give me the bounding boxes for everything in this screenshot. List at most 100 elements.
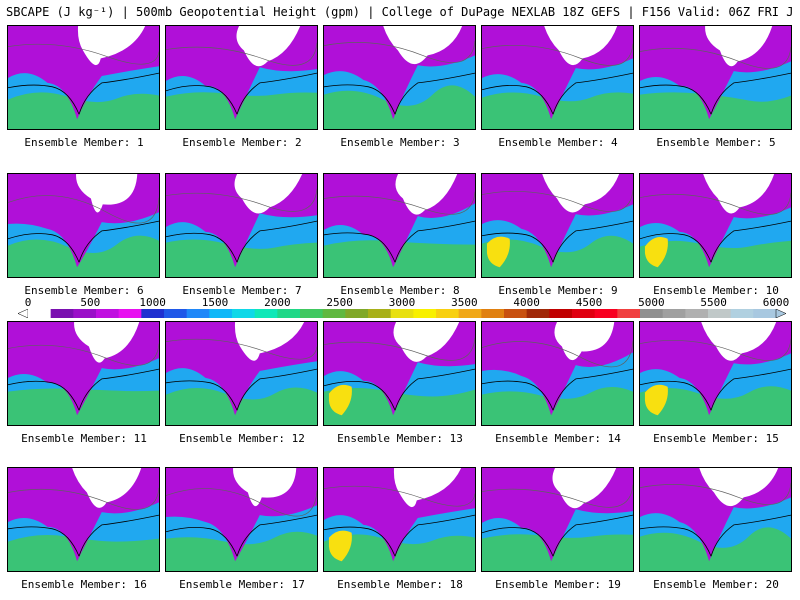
height-contour [640,46,791,69]
colorbar-segment [96,309,120,318]
map-title: SBCAPE (J kg⁻¹) | 500mb Geopotential Hei… [6,5,794,19]
height-contour [8,487,159,510]
no-cape-region [234,322,305,361]
height-contour [482,484,633,508]
ensemble-member-label: Ensemble Member: 15 [653,432,779,445]
cape-map-10 [640,174,791,277]
cape-map-8 [324,174,475,277]
coastline [640,368,791,411]
height-contour [482,43,633,66]
ensemble-panel-18 [323,467,476,572]
ensemble-member-label: Ensemble Member: 13 [337,432,463,445]
colorbar-segment [164,309,188,318]
high-cape-region [8,535,159,571]
height-contour [640,338,791,361]
high-cape-region [640,240,791,277]
coastline [482,72,633,115]
cape-map-6 [8,174,159,277]
no-cape-region [554,322,615,361]
ensemble-member-label: Ensemble Member: 12 [179,432,305,445]
ensemble-member-label: Ensemble Member: 9 [498,284,618,297]
colorbar-segment [73,309,97,318]
cape-map-1 [8,26,159,129]
no-cape-region [234,174,303,214]
colorbar-segment [685,309,709,318]
height-contour [166,188,317,212]
coastline [166,72,317,115]
no-cape-region [393,322,460,362]
cape-map-4 [482,26,633,129]
colorbar-min-arrow [18,309,29,318]
coastline [482,514,633,557]
ensemble-panel-2 [165,25,318,130]
high-cape-region [640,527,791,571]
ensemble-panel-12 [165,321,318,426]
coastline [8,514,159,557]
no-cape-region [705,26,773,67]
colorbar-segment [50,309,74,318]
no-cape-region [544,26,618,66]
cape-map-15 [640,322,791,425]
height-contour [324,485,475,507]
ensemble-panel-14 [481,321,634,426]
ensemble-panel-13 [323,321,476,426]
colorbar-segment [186,309,210,318]
cape-map-13 [324,322,475,425]
coastline [482,220,633,263]
high-cape-region [640,386,791,425]
colorbar-tick-label: 500 [80,296,101,309]
high-cape-region [166,92,317,129]
no-cape-region [74,322,140,363]
high-cape-region [324,240,475,277]
ensemble-member-label: Ensemble Member: 14 [495,432,621,445]
coastline [324,368,475,411]
height-contour [166,338,317,360]
height-contour [166,42,317,66]
colorbar-segment [730,309,754,318]
cape-map-19 [482,468,633,571]
colorbar-tick-label: 5000 [638,296,665,309]
colorbar-segment [390,309,414,318]
ensemble-panel-20 [639,467,792,572]
height-contour [8,195,159,224]
colorbar-segment [640,309,664,318]
no-cape-region [77,26,146,66]
coastline [324,514,475,557]
high-cape-region [166,239,317,277]
very-high-cape-region [328,384,352,416]
ensemble-member-label: Ensemble Member: 8 [340,284,460,297]
no-cape-region [76,174,138,213]
coastline [166,368,317,411]
colorbar-segment [617,309,641,318]
ensemble-member-label: Ensemble Member: 3 [340,136,460,149]
ensemble-panel-9 [481,173,634,278]
height-contour [8,343,159,366]
cape-map-14 [482,322,633,425]
colorbar-segment [300,309,324,318]
high-cape-region [324,85,475,129]
height-contour [640,192,791,215]
cape-map-16 [8,468,159,571]
very-high-cape-region [644,384,668,416]
cape-map-11 [8,322,159,425]
colorbar-segment [368,309,392,318]
ensemble-panel-5 [639,25,792,130]
height-contour [324,40,475,63]
height-contour [8,43,159,65]
colorbar-segment [549,309,573,318]
colorbar-segment [345,309,369,318]
ensemble-panel-7 [165,173,318,278]
colorbar-segment [277,309,301,318]
ensemble-panel-17 [165,467,318,572]
colorbar-segment [436,309,460,318]
colorbar-max-arrow [775,309,786,318]
colorbar-segment [572,309,596,318]
high-cape-region [482,386,633,425]
colorbar-tick-label: 3000 [388,296,416,309]
colorbar-tick-label: 2500 [326,296,353,309]
colorbar-tick-label: 2000 [264,296,291,309]
high-cape-region [166,387,317,425]
height-contour [640,482,791,505]
coastline [324,220,475,263]
colorbar-segment [232,309,256,318]
